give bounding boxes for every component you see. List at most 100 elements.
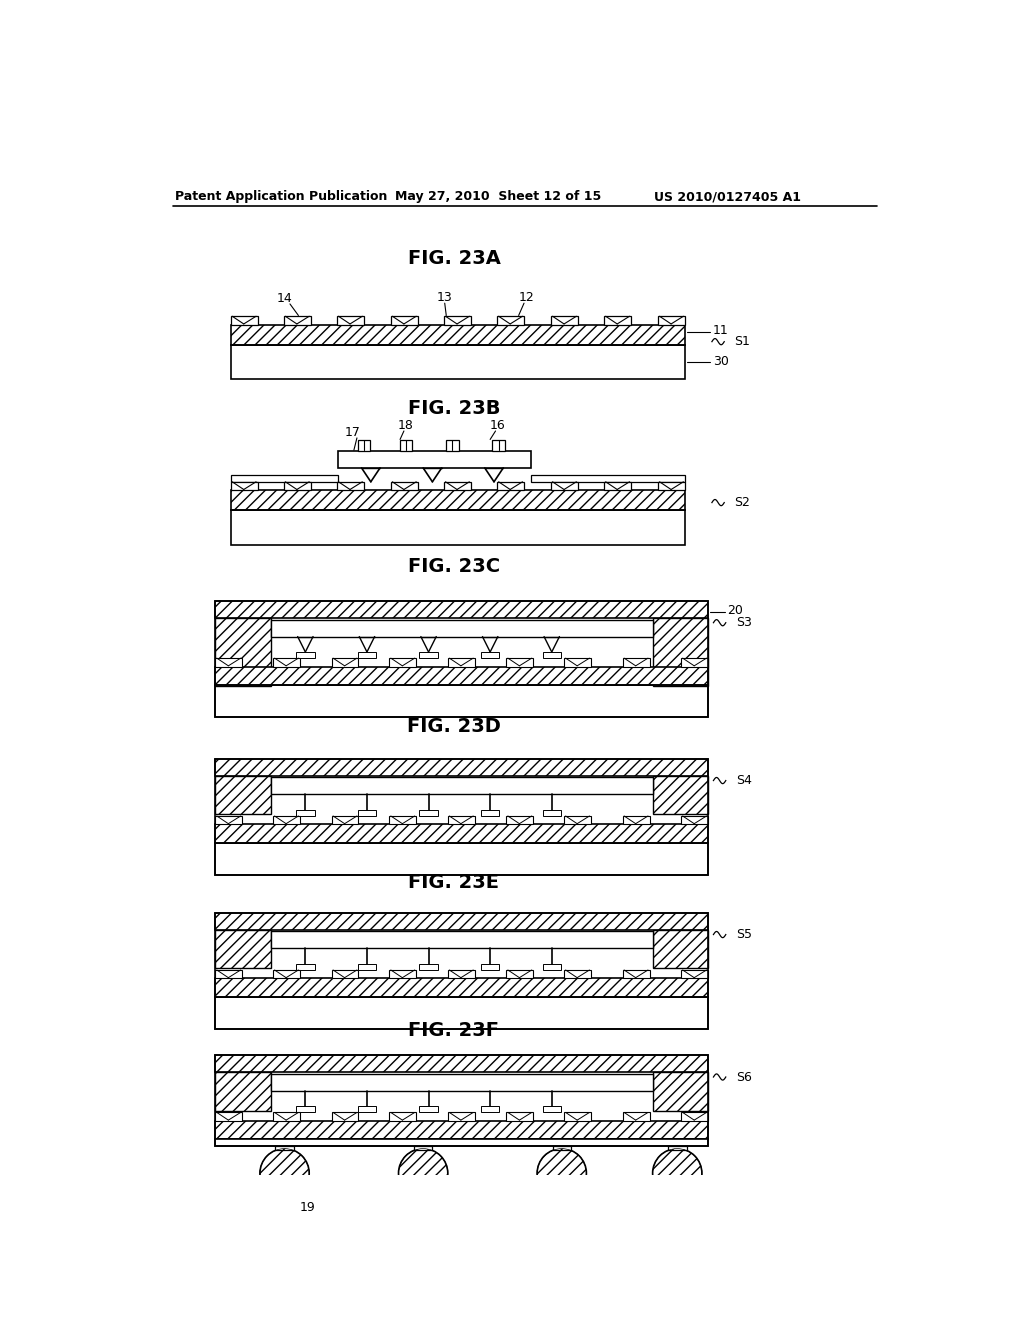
Bar (332, 659, 358, 667)
Text: S6: S6 (736, 1071, 752, 1084)
Bar (215, 929, 270, 969)
Bar (652, 929, 708, 969)
Bar (604, 317, 631, 325)
Bar (215, 1121, 708, 1139)
Bar (419, 1106, 438, 1113)
Bar (230, 475, 339, 482)
Bar (389, 659, 416, 667)
Text: 12: 12 (518, 290, 535, 304)
Bar (275, 1146, 294, 1150)
Text: FIG. 23C: FIG. 23C (408, 557, 500, 576)
Bar (506, 816, 534, 825)
Bar (215, 843, 708, 875)
Text: 16: 16 (489, 418, 506, 432)
Bar (215, 759, 708, 875)
Bar (447, 816, 475, 825)
Bar (357, 964, 376, 970)
Bar (623, 1113, 649, 1121)
Circle shape (652, 1148, 701, 1199)
Text: S3: S3 (736, 616, 752, 630)
Text: FIG. 23B: FIG. 23B (408, 399, 500, 418)
Text: 20: 20 (727, 603, 743, 616)
Bar (215, 667, 708, 685)
Bar (339, 451, 531, 469)
Bar (230, 345, 685, 379)
Bar (273, 1113, 300, 1121)
Bar (623, 659, 649, 667)
Text: 19: 19 (300, 1201, 315, 1213)
Bar (215, 685, 708, 718)
Bar (230, 511, 685, 545)
Bar (215, 1056, 708, 1146)
Bar (215, 659, 243, 667)
Text: FIG. 23D: FIG. 23D (407, 717, 501, 737)
Bar (215, 776, 270, 814)
Text: FIG. 23F: FIG. 23F (409, 1022, 500, 1040)
Bar (543, 964, 561, 970)
Bar (332, 970, 358, 978)
Bar (215, 601, 708, 718)
Bar (481, 1106, 500, 1113)
Bar (215, 601, 708, 618)
Bar (337, 482, 364, 490)
Text: US 2010/0127405 A1: US 2010/0127405 A1 (653, 190, 801, 203)
Bar (357, 1106, 376, 1113)
Bar (273, 970, 300, 978)
Bar (215, 1072, 270, 1111)
Text: 17: 17 (344, 426, 360, 440)
Bar (332, 1113, 358, 1121)
Text: 18: 18 (397, 418, 414, 432)
Text: S4: S4 (736, 774, 752, 787)
Bar (230, 482, 258, 490)
Bar (215, 913, 708, 929)
Bar (389, 1113, 416, 1121)
Bar (447, 970, 475, 978)
Bar (652, 1072, 708, 1111)
Bar (230, 490, 685, 511)
Bar (270, 777, 652, 795)
Bar (506, 970, 534, 978)
Bar (215, 618, 270, 686)
Bar (230, 317, 258, 325)
Bar (270, 1074, 652, 1090)
Text: FIG. 23E: FIG. 23E (409, 873, 500, 892)
Text: 11: 11 (713, 325, 728, 338)
Bar (215, 1056, 708, 1072)
Bar (681, 1113, 708, 1121)
Bar (215, 825, 708, 843)
Bar (273, 659, 300, 667)
Bar (446, 441, 459, 451)
Bar (357, 652, 376, 659)
Bar (389, 970, 416, 978)
Text: Patent Application Publication: Patent Application Publication (174, 190, 387, 203)
Text: 14: 14 (276, 292, 293, 305)
Bar (230, 325, 685, 345)
Bar (215, 1139, 708, 1146)
Bar (391, 317, 418, 325)
Bar (658, 317, 685, 325)
Bar (604, 482, 631, 490)
Bar (270, 619, 652, 636)
Bar (414, 1146, 432, 1150)
Bar (543, 652, 561, 659)
Bar (564, 970, 591, 978)
Bar (215, 978, 708, 997)
Bar (215, 816, 243, 825)
Bar (284, 317, 310, 325)
Bar (681, 659, 708, 667)
Bar (215, 759, 708, 776)
Bar (652, 776, 708, 814)
Bar (357, 441, 370, 451)
Bar (332, 816, 358, 825)
Bar (497, 317, 524, 325)
Bar (296, 964, 314, 970)
Bar (296, 810, 314, 816)
Bar (652, 618, 708, 686)
Bar (481, 964, 500, 970)
Bar (543, 1106, 561, 1113)
Bar (389, 816, 416, 825)
Bar (296, 652, 314, 659)
Bar (215, 913, 708, 1030)
Circle shape (538, 1148, 587, 1199)
Bar (419, 964, 438, 970)
